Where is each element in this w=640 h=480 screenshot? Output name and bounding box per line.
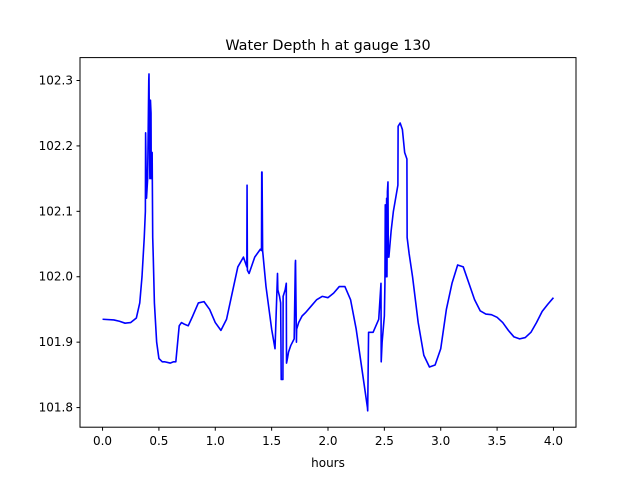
x-tick-label: 0.5 [149,434,168,448]
y-tick-label: 102.3 [39,73,73,87]
x-axis-ticks: 0.0 0.5 1.0 1.5 2.0 2.5 3.0 3.5 4.0 [93,427,563,448]
y-tick-label: 102.0 [39,270,73,284]
y-tick-label: 102.2 [39,139,73,153]
x-tick-label: 3.0 [431,434,450,448]
chart-title: Water Depth h at gauge 130 [225,38,430,54]
y-axis-ticks: 101.8 101.9 102.0 102.1 102.2 102.3 [39,73,80,415]
series-line-0 [102,73,555,412]
x-tick-label: 2.5 [375,434,394,448]
x-tick-label: 1.0 [206,434,225,448]
x-tick-label: 0.0 [93,434,112,448]
y-tick-label: 102.1 [39,204,73,218]
x-tick-label: 4.0 [544,434,563,448]
y-tick-label: 101.8 [39,401,73,415]
series-layer [102,73,555,412]
x-axis-label: hours [311,456,345,470]
x-tick-label: 1.5 [262,434,281,448]
x-tick-label: 3.5 [488,434,507,448]
plot-frame [79,57,577,428]
x-tick-label: 2.0 [318,434,337,448]
y-tick-label: 101.9 [39,335,73,349]
